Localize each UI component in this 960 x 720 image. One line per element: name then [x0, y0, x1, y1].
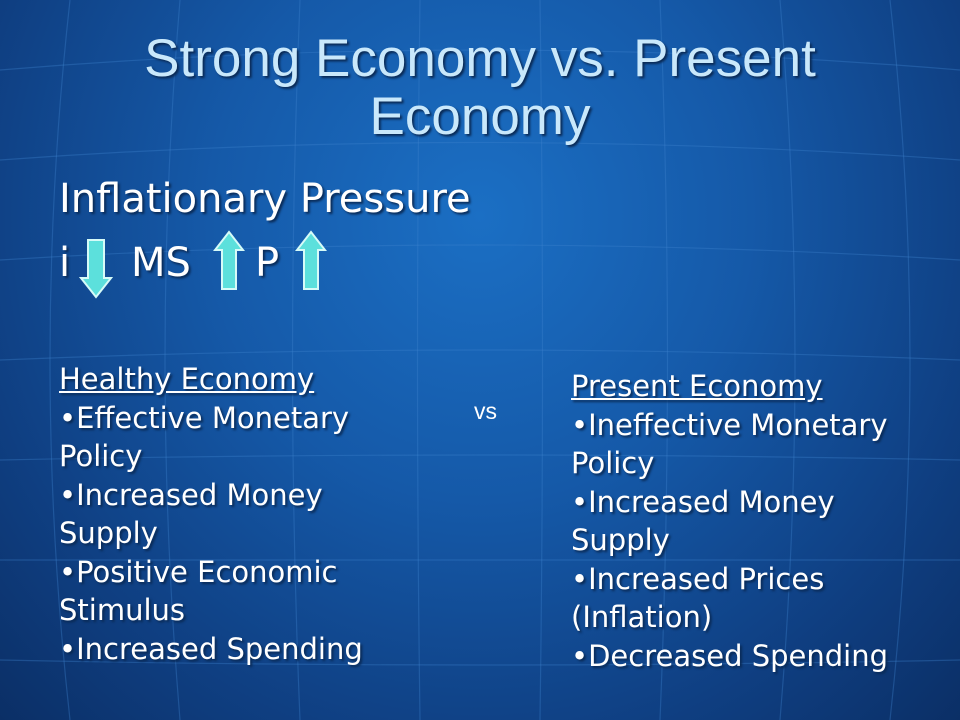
list-item-line: •Effective Monetary [59, 400, 350, 435]
list-item: •Increased Money Supply [571, 483, 888, 560]
up-arrow-icon [213, 230, 245, 290]
slide-title: Strong Economy vs. Present Economy [0, 30, 960, 146]
list-item-line: •Positive Economic [59, 554, 338, 589]
list-item-line: Stimulus [59, 593, 186, 627]
up-arrow-icon [295, 230, 327, 290]
list-item-line: •Decreased Spending [571, 638, 888, 673]
list-item-line: Policy [59, 439, 143, 473]
list-item: •Increased Spending [59, 630, 363, 669]
list-item: •Positive Economic Stimulus [59, 553, 363, 630]
list-item-line: •Increased Prices [571, 561, 825, 596]
down-arrow-icon [79, 239, 113, 299]
list-item-line: Supply [59, 516, 158, 550]
healthy-economy-column: Healthy Economy •Effective Monetary Poli… [59, 360, 363, 668]
slide-title-line2: Economy [369, 87, 591, 146]
list-item-line: (Inflation) [571, 600, 713, 634]
interest-rate-symbol: i [59, 240, 71, 286]
money-supply-symbol: MS [131, 240, 191, 286]
versus-label: vs [474, 398, 497, 424]
list-item-line: Supply [571, 523, 670, 557]
slide-title-line1: Strong Economy vs. Present [144, 29, 816, 88]
list-item-line: •Increased Money [59, 477, 323, 512]
present-economy-column: Present Economy •Ineffective Monetary Po… [571, 367, 888, 675]
list-item: •Effective Monetary Policy [59, 399, 363, 476]
healthy-economy-heading: Healthy Economy [59, 362, 315, 396]
list-item-line: Policy [571, 446, 655, 480]
list-item: •Increased Prices (Inflation) [571, 560, 888, 637]
present-economy-heading: Present Economy [571, 369, 823, 403]
price-symbol: P [255, 240, 280, 286]
list-item: •Decreased Spending [571, 637, 888, 676]
list-item-line: •Ineffective Monetary [571, 407, 888, 442]
list-item-line: •Increased Spending [59, 631, 363, 666]
list-item: •Ineffective Monetary Policy [571, 406, 888, 483]
list-item-line: •Increased Money [571, 484, 835, 519]
slide-subtitle: Inflationary Pressure [59, 176, 471, 222]
list-item: •Increased Money Supply [59, 476, 363, 553]
